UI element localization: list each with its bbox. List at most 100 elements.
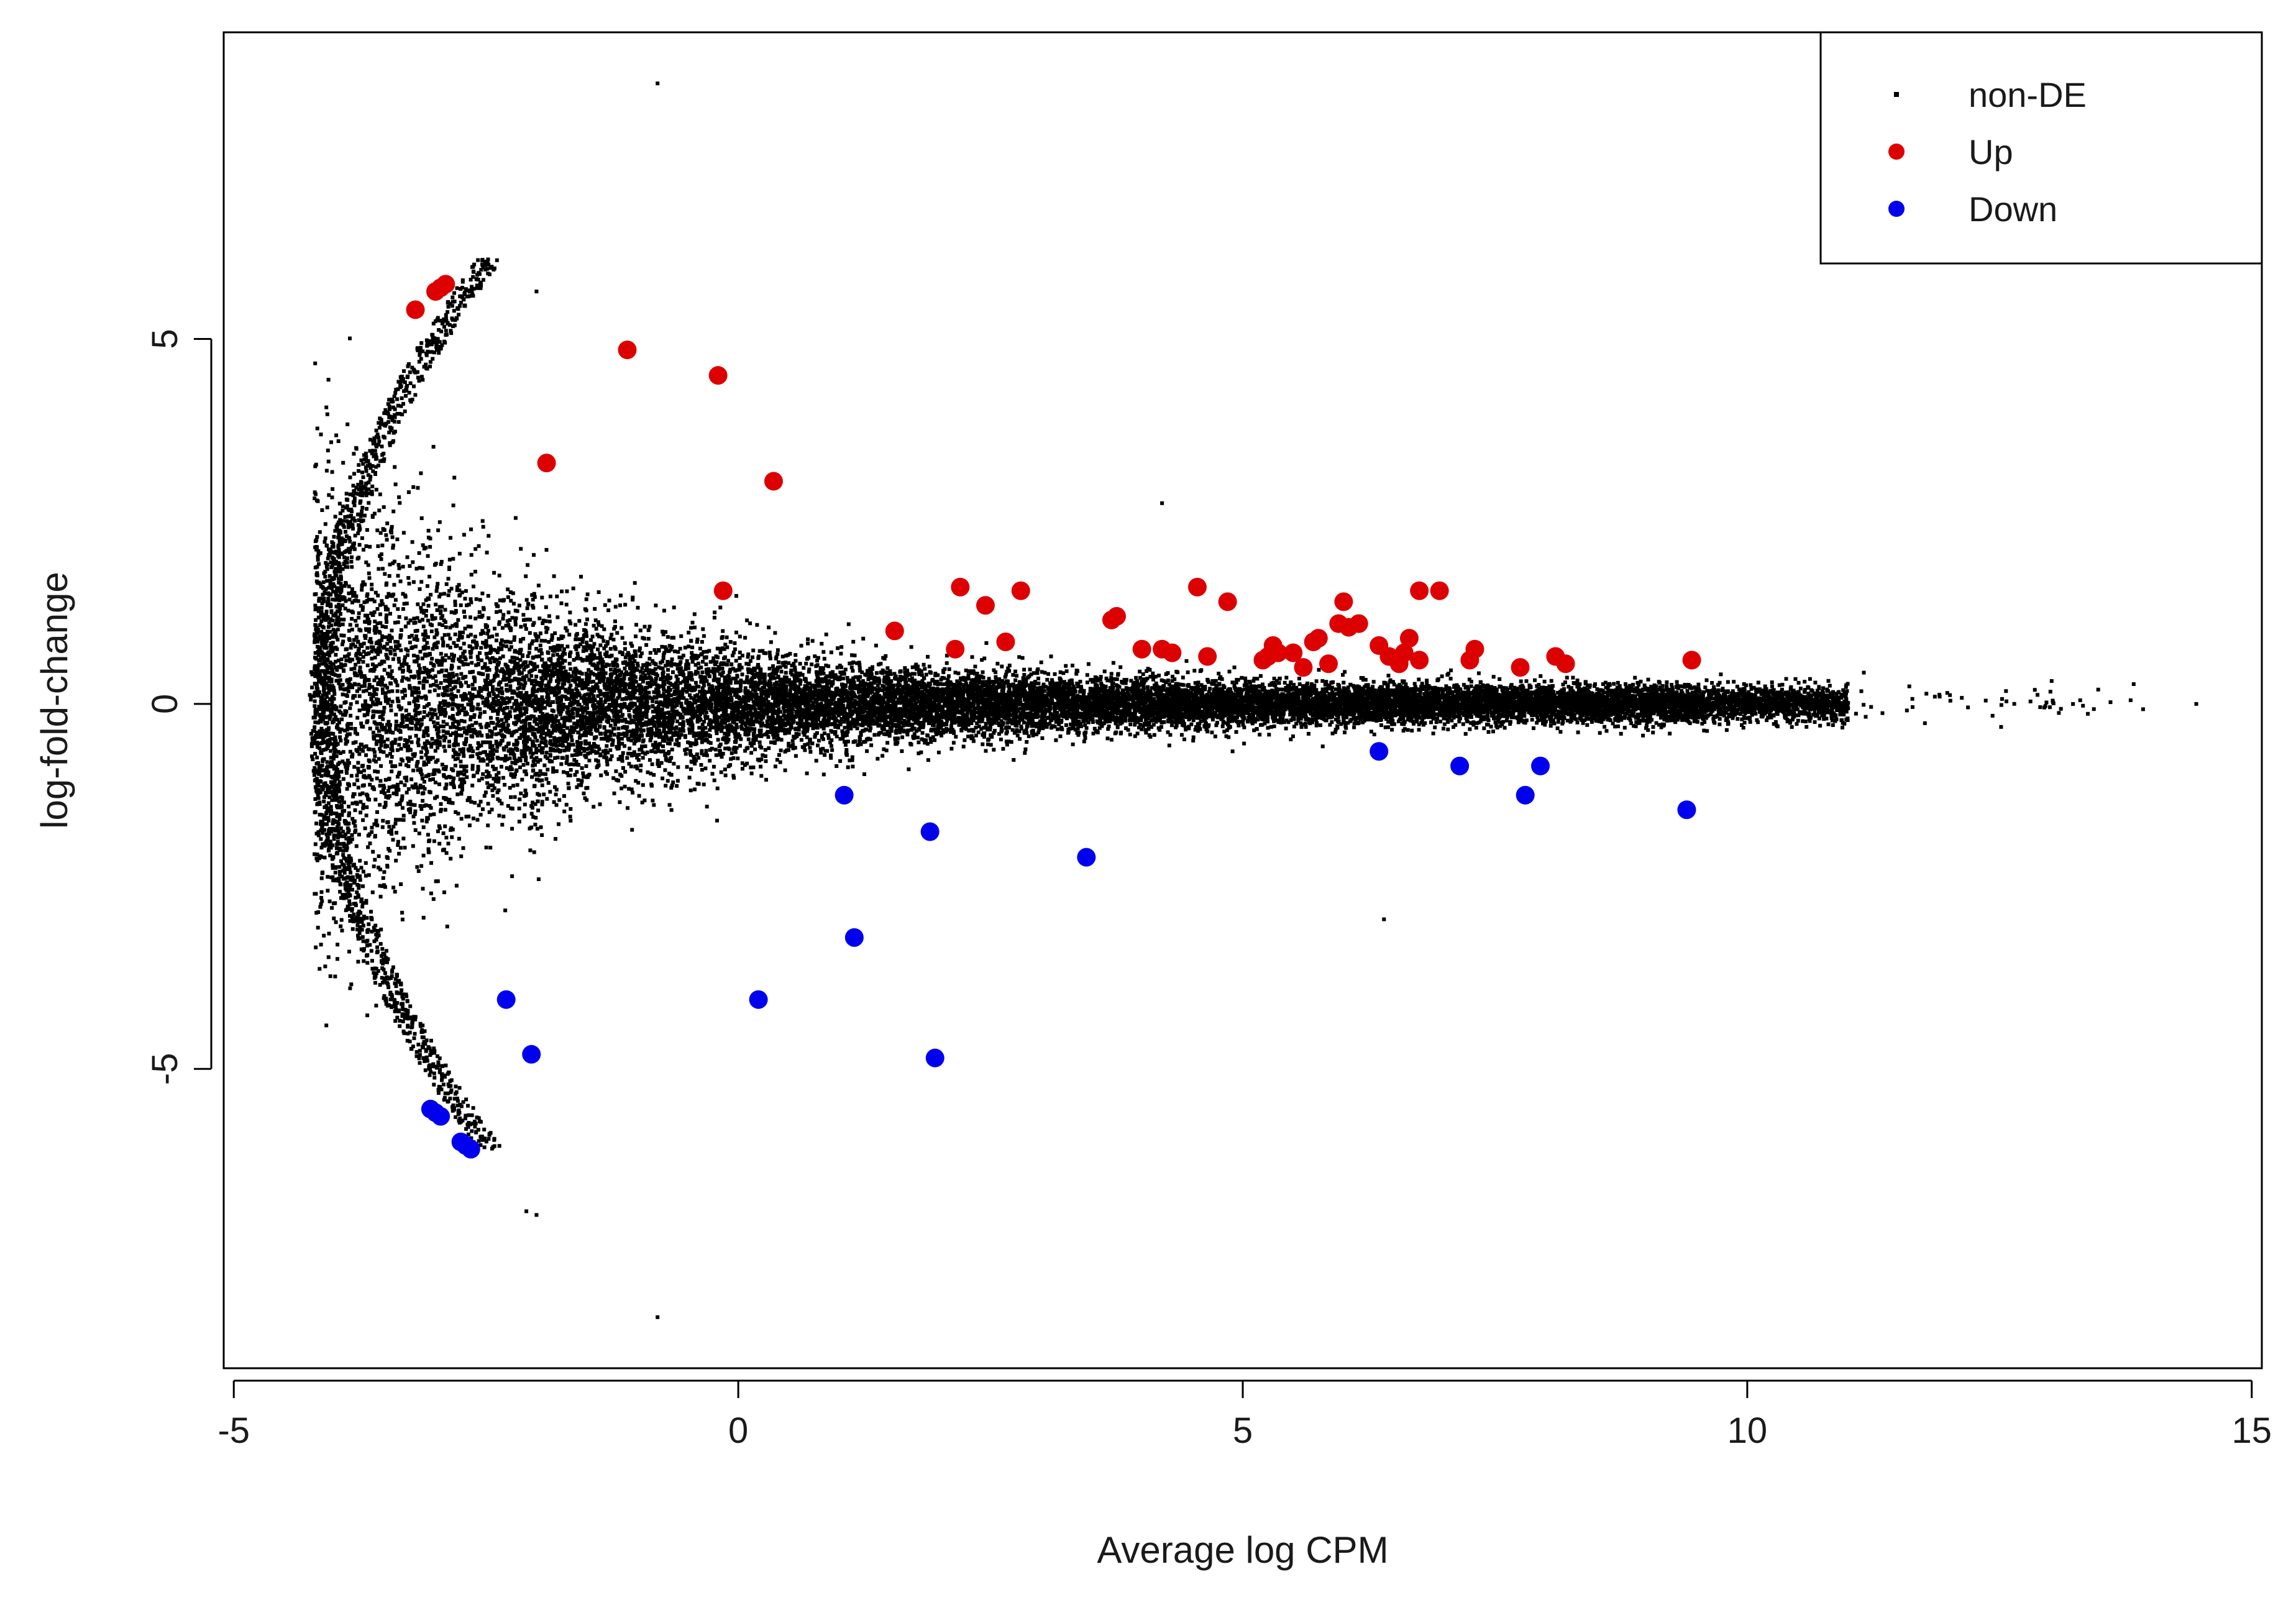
non-de-point <box>331 826 335 831</box>
non-de-point <box>569 818 573 823</box>
non-de-point <box>708 759 712 763</box>
non-de-point <box>616 757 621 761</box>
non-de-point <box>463 626 467 631</box>
non-de-point <box>441 729 446 733</box>
non-de-point <box>775 682 780 687</box>
non-de-point <box>469 746 473 751</box>
non-de-point <box>462 641 466 646</box>
non-de-point <box>501 815 506 818</box>
non-de-point <box>394 727 398 731</box>
non-de-point <box>1493 720 1498 725</box>
non-de-point <box>372 628 377 633</box>
non-de-point <box>1097 726 1102 730</box>
non-de-point <box>446 633 451 637</box>
non-de-point <box>349 982 354 987</box>
non-de-point <box>429 717 433 721</box>
non-de-point <box>752 701 756 705</box>
non-de-point <box>605 772 609 776</box>
non-de-point <box>403 846 407 850</box>
non-de-point <box>723 773 728 777</box>
non-de-point <box>1391 713 1395 718</box>
non-de-point <box>695 638 700 642</box>
non-de-point <box>373 769 377 774</box>
non-de-point <box>414 690 418 695</box>
non-de-point <box>449 725 453 729</box>
non-de-point <box>689 696 693 700</box>
non-de-point <box>579 575 583 579</box>
non-de-point <box>526 654 530 659</box>
non-de-point <box>676 711 680 716</box>
non-de-point <box>400 690 405 694</box>
non-de-point <box>371 849 375 854</box>
non-de-point <box>535 739 539 743</box>
non-de-point <box>430 613 434 618</box>
non-de-point <box>620 626 624 630</box>
non-de-point <box>347 652 351 656</box>
non-de-point <box>459 672 464 676</box>
non-de-point <box>1323 682 1327 687</box>
non-de-point <box>669 808 674 812</box>
non-de-point <box>412 821 416 825</box>
non-de-point <box>398 633 403 638</box>
non-de-point <box>532 701 536 705</box>
non-de-point <box>1535 715 1540 719</box>
non-de-point <box>1196 729 1201 733</box>
non-de-point <box>513 516 518 520</box>
non-de-point <box>478 751 482 756</box>
non-de-point <box>603 603 607 607</box>
non-de-point <box>1494 688 1499 692</box>
non-de-point <box>552 725 556 729</box>
non-de-point <box>1409 690 1412 694</box>
non-de-point <box>1453 723 1458 727</box>
non-de-point <box>1699 713 1704 717</box>
non-de-point <box>416 695 421 699</box>
non-de-point <box>502 674 506 679</box>
non-de-point <box>583 728 588 731</box>
non-de-point <box>429 806 433 810</box>
non-de-point <box>656 705 661 709</box>
non-de-point <box>1740 723 1744 727</box>
non-de-point <box>456 811 460 816</box>
non-de-point <box>444 582 449 587</box>
non-de-point <box>390 769 394 774</box>
non-de-point <box>512 659 516 664</box>
non-de-point <box>1140 712 1145 716</box>
non-de-point <box>836 713 841 718</box>
non-de-point <box>415 698 419 703</box>
non-de-point <box>402 658 406 662</box>
non-de-point <box>1278 715 1283 719</box>
non-de-point <box>475 752 480 756</box>
non-de-point <box>478 651 482 655</box>
non-de-point <box>1086 662 1091 666</box>
non-de-point <box>592 642 597 646</box>
non-de-point <box>452 725 457 729</box>
non-de-point <box>455 756 460 761</box>
non-de-point <box>972 706 976 711</box>
non-de-points <box>308 81 2198 1319</box>
non-de-point <box>838 670 843 675</box>
plot-frame <box>222 31 2263 1369</box>
non-de-point <box>352 452 356 456</box>
non-de-point <box>846 622 851 626</box>
non-de-point <box>613 688 618 693</box>
non-de-point <box>1390 722 1394 726</box>
non-de-point <box>568 654 572 659</box>
non-de-point <box>1128 733 1132 737</box>
non-de-point <box>810 683 815 688</box>
non-de-point <box>405 662 409 666</box>
non-de-point <box>348 659 352 664</box>
non-de-point <box>382 710 386 714</box>
non-de-point <box>641 636 645 640</box>
non-de-point <box>414 717 418 721</box>
non-de-point <box>353 727 357 731</box>
non-de-point <box>372 864 376 869</box>
non-de-point <box>1731 714 1735 718</box>
non-de-point <box>417 551 421 555</box>
non-de-point <box>441 656 445 661</box>
non-de-point <box>380 624 385 629</box>
non-de-point <box>1085 710 1089 715</box>
non-de-point <box>431 711 435 716</box>
non-de-point <box>480 733 484 738</box>
non-de-point <box>556 664 560 668</box>
non-de-point <box>341 750 345 754</box>
